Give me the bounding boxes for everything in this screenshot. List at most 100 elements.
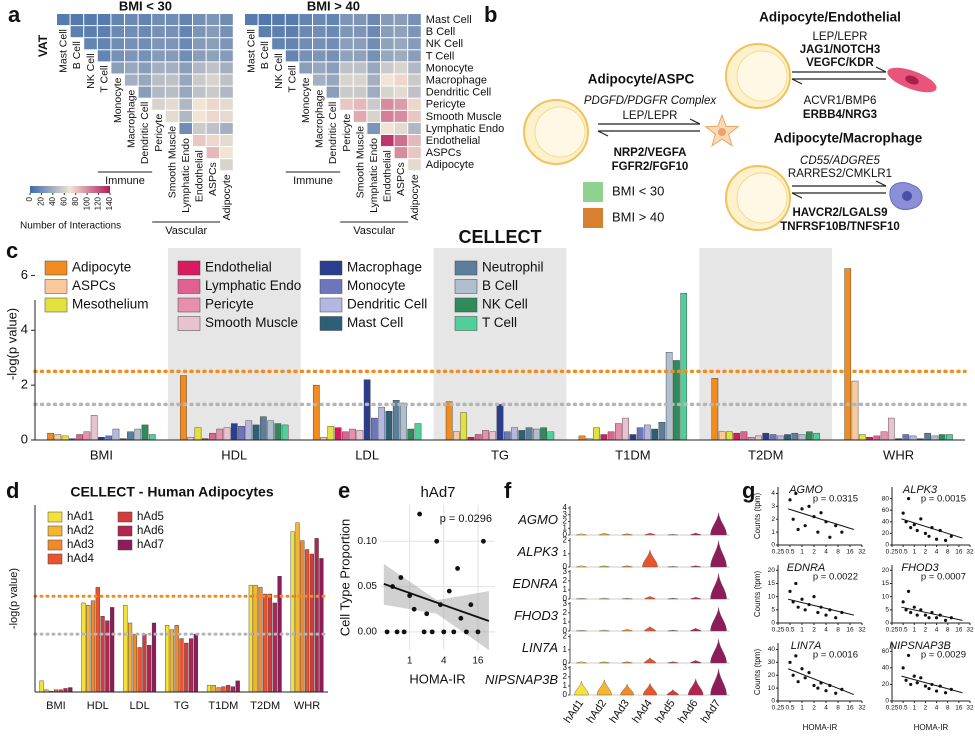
heatmap-cell	[381, 122, 394, 134]
y-tick-label: 40	[882, 519, 890, 526]
gene-label: NIPSNAP3B	[485, 672, 558, 687]
bar	[385, 411, 393, 441]
colorbar-tick-label: 60	[59, 196, 68, 205]
bar	[474, 434, 482, 441]
heatmap-cell	[408, 159, 421, 171]
heatmap-cell	[165, 110, 179, 122]
ligand-receptor: ACVR1/BMP6	[804, 95, 877, 107]
violin	[621, 661, 633, 664]
point	[934, 537, 939, 541]
bar	[274, 423, 282, 441]
bar	[680, 293, 688, 441]
gene-label: AGMO	[517, 512, 558, 527]
fit-line	[383, 582, 490, 622]
bar	[755, 435, 762, 441]
nucleus	[905, 75, 919, 85]
fit-line	[788, 598, 854, 616]
gene-label: LIN7A	[522, 640, 558, 655]
ligand-receptor: VEGFC/KDR	[806, 57, 874, 69]
heatmap-cell	[97, 26, 111, 38]
legend-swatch	[319, 316, 343, 331]
heatmap-cell	[408, 86, 421, 98]
point	[481, 538, 486, 544]
violin	[710, 573, 727, 600]
legend-label: ASPCs	[72, 278, 116, 293]
y-tick-label: 40	[768, 646, 776, 653]
arrow-head	[791, 78, 803, 85]
heatmap-cell	[84, 38, 97, 50]
heatmap-cell	[220, 38, 233, 50]
heatmap-cell	[206, 38, 220, 50]
violin	[598, 565, 610, 568]
row-label: Adipocyte	[426, 159, 474, 171]
column-label: NK Cell	[85, 53, 97, 89]
legend-label: BMI < 30	[612, 183, 664, 198]
x-tick-label: 0.25	[772, 627, 785, 634]
heatmap-cell	[394, 38, 408, 50]
heatmap-cell	[152, 62, 165, 74]
x-tick-label: 0.25	[886, 705, 899, 712]
x-tick-label: 4	[935, 549, 939, 556]
row-label: T Cell	[426, 50, 455, 62]
heatmap-cell	[138, 62, 152, 74]
chart-title: CELLECT - Human Adipocytes	[70, 484, 273, 500]
y-tick-label: 0	[563, 530, 568, 539]
heatmap-cell	[258, 14, 272, 26]
colorbar-tick-label: 120	[94, 196, 103, 210]
point	[915, 613, 919, 617]
bar	[733, 432, 740, 441]
y-tick-label: 3	[563, 663, 568, 672]
legend-swatch	[454, 260, 478, 276]
heatmap-cell	[111, 62, 124, 74]
heatmap-cell	[394, 62, 408, 74]
point	[927, 616, 931, 620]
violin	[621, 565, 633, 568]
heatmap-cell	[381, 74, 394, 86]
legend-label: Smooth Muscle	[205, 315, 298, 330]
heatmap-cell	[138, 14, 152, 26]
column-label: Monocyte	[300, 77, 312, 123]
heatmap-cell	[125, 14, 138, 26]
x-tick-label: 2	[812, 705, 816, 712]
x-tick-label: 4	[824, 627, 828, 634]
nucleus	[902, 191, 912, 201]
x-axis-label: HOMA-IR	[803, 723, 838, 732]
x-tick-label: 0.5	[899, 549, 908, 556]
bar	[791, 432, 799, 441]
bar	[518, 430, 526, 441]
column-label: Dendritic Cell	[327, 102, 339, 164]
heatmap-cell	[394, 98, 408, 110]
point	[417, 511, 423, 517]
bar	[342, 431, 349, 441]
bar	[658, 421, 666, 441]
heatmap-cell	[340, 86, 353, 98]
heatmap-cell	[326, 74, 340, 86]
x-tick-label: 32	[966, 627, 974, 634]
arrow-head	[791, 192, 803, 199]
x-tick-label: 0.25	[886, 627, 899, 634]
point	[424, 611, 430, 617]
y-tick-label: 0	[563, 562, 568, 571]
point	[912, 674, 916, 678]
heatmap-cell	[381, 98, 394, 110]
y-tick-label: 20	[882, 681, 890, 688]
bar	[194, 427, 202, 441]
bar	[300, 540, 305, 693]
y-tick-label: 60	[882, 507, 890, 514]
bar	[123, 604, 128, 693]
y-tick-label: 20	[768, 567, 776, 574]
bar	[134, 428, 142, 441]
legend-swatch	[177, 260, 201, 276]
point	[800, 667, 804, 671]
bar	[230, 423, 238, 441]
x-tick-label: BMI	[90, 447, 113, 462]
bar	[47, 432, 54, 441]
y-tick-label: 2	[563, 517, 568, 526]
point	[411, 606, 417, 612]
point	[943, 691, 948, 695]
bar	[90, 600, 96, 693]
x-tick-label: hAd2	[585, 698, 610, 726]
p-value: p = 0.0015	[921, 494, 966, 505]
bar	[607, 431, 615, 441]
y-tick-label: 1	[563, 681, 568, 690]
